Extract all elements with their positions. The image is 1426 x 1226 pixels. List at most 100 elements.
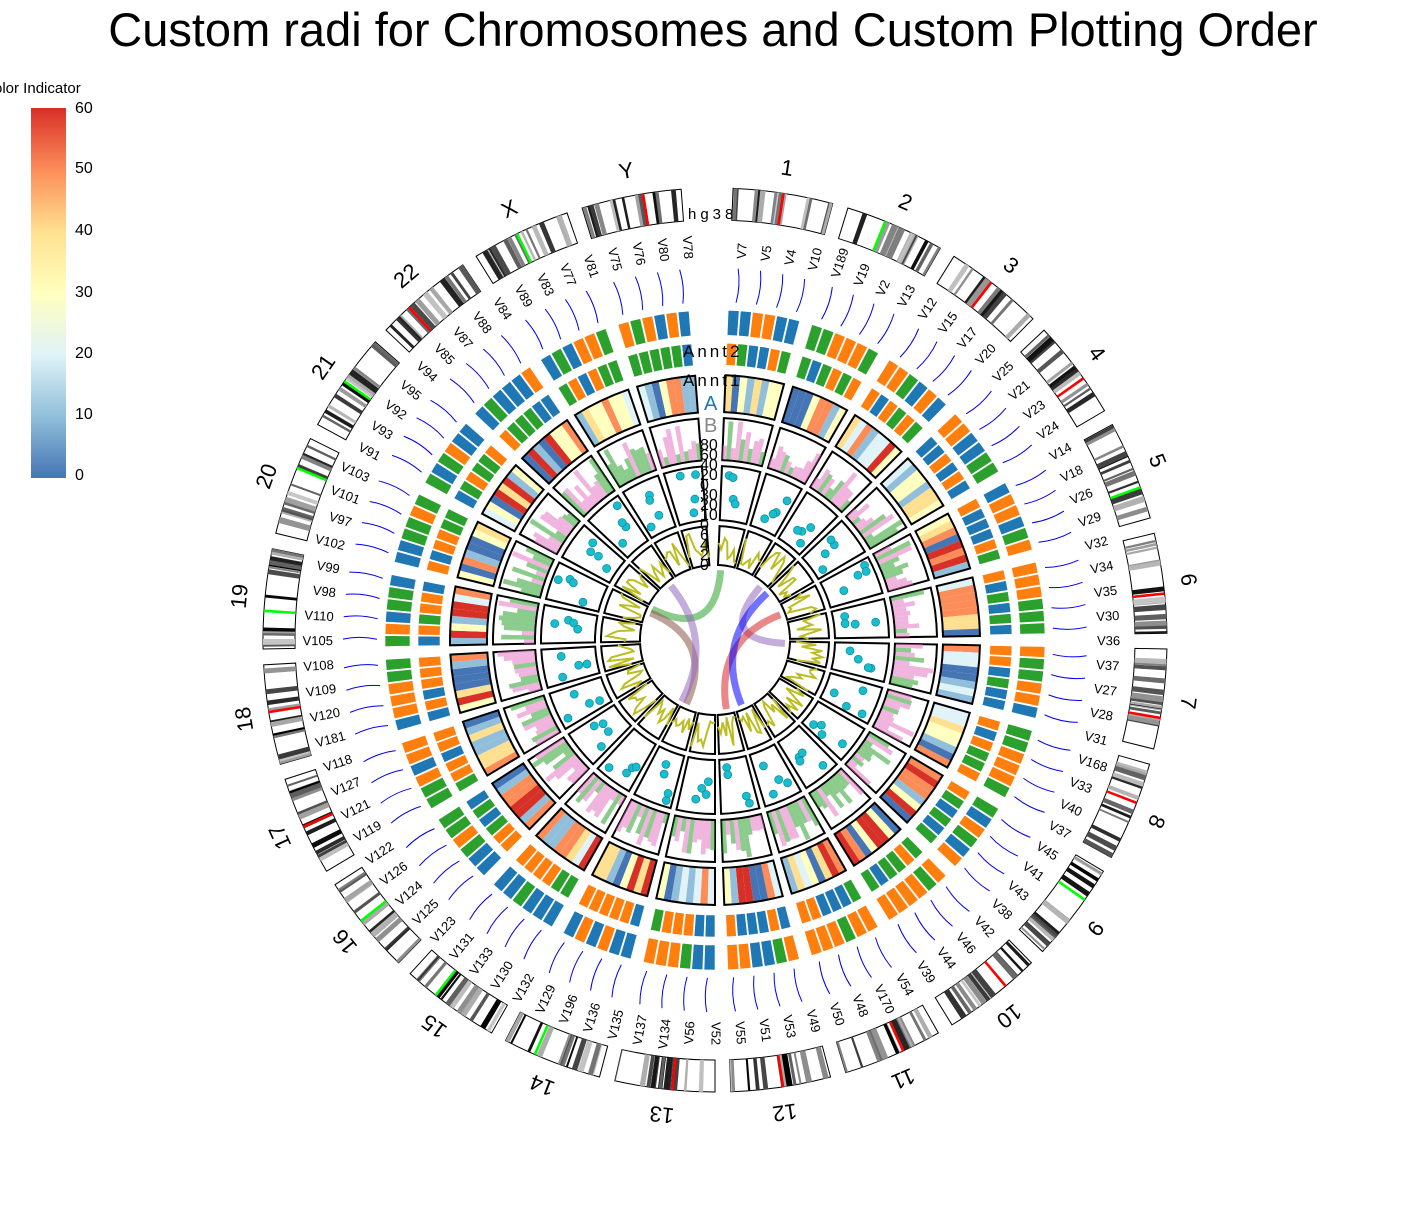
gene-label: V55 — [732, 1021, 748, 1045]
annotation-block — [389, 574, 417, 590]
gene-label: V170 — [871, 982, 897, 1016]
annotation-block — [430, 462, 459, 486]
heatmap-cell — [851, 427, 880, 462]
annotation-block — [482, 396, 509, 424]
highlight-band — [888, 1021, 905, 1052]
chromosome-label: 16 — [327, 924, 362, 959]
cytoband — [1090, 824, 1122, 842]
histogram-bar — [501, 634, 535, 640]
scatter-point — [553, 575, 563, 585]
annotation-block — [1010, 702, 1039, 719]
annotation-block — [418, 613, 442, 626]
annotation-block — [987, 602, 1012, 615]
histogram-bar — [862, 513, 895, 538]
heatmap-cell — [594, 400, 617, 438]
scatter-point — [774, 775, 784, 784]
gene-connector — [448, 875, 474, 901]
cytoband — [1063, 387, 1092, 408]
gene-label: V75 — [605, 246, 625, 272]
annotation-block — [973, 538, 998, 556]
gene-connector — [818, 961, 831, 995]
heatmap-cell — [936, 688, 974, 704]
annotation-block — [426, 559, 451, 576]
scatter-point — [617, 518, 627, 527]
scatter-point — [659, 769, 669, 779]
heatmap-cell — [860, 811, 890, 845]
annotation-block — [637, 350, 654, 375]
histogram-bar — [516, 577, 543, 590]
gene-connector — [916, 341, 938, 370]
annotation-block — [956, 762, 981, 783]
annotation-block — [437, 451, 465, 476]
scatter-point — [853, 654, 863, 664]
cytoband — [943, 988, 967, 1019]
annotation-block — [894, 373, 919, 401]
heatmap-cell — [840, 419, 868, 454]
chromosome-ideogram — [835, 1004, 940, 1074]
histogram-bar — [645, 452, 656, 471]
cytoband — [922, 246, 941, 276]
axis-tick-label: 10 — [700, 507, 718, 524]
annotation-block — [936, 841, 963, 867]
histogram-bar — [790, 465, 800, 478]
heatmap-frame — [590, 840, 658, 898]
gene-label: V15 — [935, 309, 961, 337]
annotation-block — [540, 862, 563, 887]
cytoband — [1050, 368, 1079, 391]
annotation-block — [654, 939, 671, 967]
annotation-block — [876, 856, 899, 881]
heatmap-frame — [490, 762, 557, 831]
annotation-block — [875, 359, 900, 388]
annotation-block — [846, 910, 868, 939]
heatmap-cell — [896, 772, 931, 801]
cytoband — [370, 911, 399, 938]
highlight-band — [360, 900, 387, 923]
heatmap-cell — [451, 608, 489, 620]
heatmap-cell — [509, 784, 543, 814]
annotation-block — [1011, 561, 1039, 579]
cytoband — [950, 985, 972, 1015]
histogram-bar — [692, 819, 699, 843]
heatmap-cell — [937, 682, 976, 697]
gene-connector — [932, 355, 956, 382]
heatmap-cell — [456, 690, 495, 706]
heatmap-cell — [941, 613, 980, 624]
histogram-bar — [665, 428, 678, 464]
gene-label: V123 — [427, 913, 459, 945]
gene-label: V137 — [630, 1014, 650, 1047]
histogram-bar — [509, 597, 538, 608]
annotation-block — [421, 686, 447, 701]
histogram-bar — [498, 615, 536, 624]
heatmap-cell — [904, 493, 940, 519]
gene-label: V42 — [971, 913, 998, 940]
annotation-block — [749, 941, 764, 969]
cytoband — [1086, 831, 1118, 851]
chromosome-label: 2 — [895, 188, 916, 216]
gene-connector — [1038, 531, 1072, 543]
gene-label: V30 — [1096, 608, 1120, 624]
histogram-bar — [787, 466, 795, 476]
heatmap-cell — [543, 433, 573, 467]
annotation-block — [397, 539, 425, 558]
highlight-band — [263, 609, 296, 615]
histogram-bar — [893, 663, 934, 674]
histogram-bar — [582, 778, 603, 802]
scatter-point — [796, 538, 805, 548]
annotation-block — [814, 892, 833, 918]
annotation-block — [401, 734, 429, 754]
cytoband — [757, 190, 766, 223]
histogram-bar — [593, 480, 608, 497]
annotation-block — [856, 904, 879, 933]
annotation-block — [440, 744, 465, 763]
gene-label: V54 — [893, 971, 917, 999]
annotation-block — [641, 315, 658, 343]
heatmap-cell — [497, 482, 532, 510]
gene-label: V43 — [1005, 878, 1032, 904]
gene-connector — [371, 769, 403, 784]
histogram-bar — [545, 754, 578, 783]
gene-connector — [569, 950, 584, 983]
cytoband — [1127, 714, 1160, 726]
annotation-block — [384, 635, 411, 647]
histogram-bar — [820, 478, 836, 496]
scatter-point — [853, 570, 863, 580]
